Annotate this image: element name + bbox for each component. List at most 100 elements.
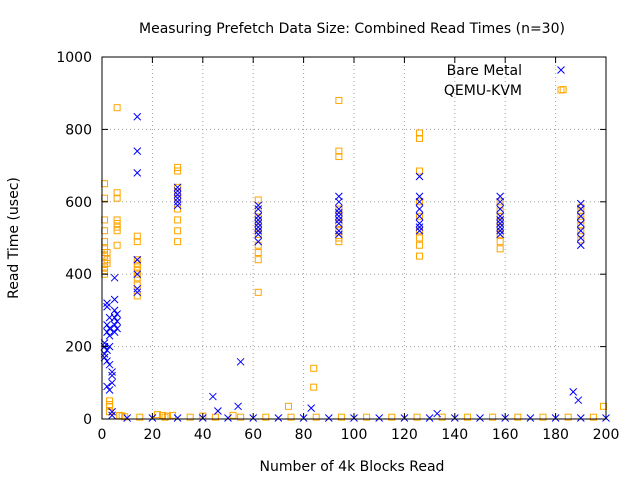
x-tick-label: 100 [341, 427, 368, 443]
data-point-bare-metal [576, 205, 585, 213]
data-point-qemu-kvm [577, 207, 585, 215]
data-point-bare-metal [103, 346, 111, 355]
data-point-bare-metal [110, 321, 119, 329]
data-point-bare-metal [415, 223, 424, 231]
data-point-bare-metal [105, 386, 114, 394]
data-point-qemu-kvm [103, 256, 111, 264]
data-point-qemu-kvm [496, 238, 504, 246]
points-layer [100, 86, 610, 422]
data-point-qemu-kvm [254, 207, 262, 215]
x-tick-label: 200 [593, 427, 620, 443]
data-point-qemu-kvm [174, 189, 182, 197]
data-point-qemu-kvm [496, 207, 504, 215]
data-point-bare-metal [574, 396, 583, 405]
data-point-qemu-kvm [133, 238, 141, 246]
data-point-bare-metal [576, 234, 585, 242]
data-point-bare-metal [108, 411, 116, 420]
data-point-qemu-kvm [335, 153, 343, 161]
data-point-bare-metal [110, 273, 119, 282]
data-point-bare-metal [569, 387, 578, 396]
data-point-bare-metal [173, 187, 182, 195]
legend-marker-symbol [557, 86, 565, 94]
data-point-bare-metal [433, 409, 442, 418]
data-point-bare-metal [335, 226, 343, 235]
data-point-bare-metal [236, 357, 245, 366]
data-point-bare-metal [173, 414, 182, 422]
data-point-bare-metal [133, 284, 142, 293]
x-tick-label: 40 [194, 427, 212, 443]
data-point-qemu-kvm [577, 227, 585, 235]
data-point-qemu-kvm [539, 413, 547, 421]
data-point-bare-metal [173, 183, 182, 192]
data-point-qemu-kvm [335, 238, 343, 246]
data-point-bare-metal [209, 392, 217, 401]
legend-marker-bare-metal [557, 66, 565, 74]
data-point-qemu-kvm [388, 413, 396, 421]
data-point-bare-metal [576, 226, 585, 235]
data-point-qemu-kvm [161, 413, 169, 421]
data-point-qemu-kvm [577, 236, 585, 244]
data-point-bare-metal [133, 147, 142, 155]
data-point-bare-metal [234, 402, 242, 411]
data-point-bare-metal [254, 223, 263, 231]
data-point-qemu-kvm [514, 413, 522, 421]
data-point-qemu-kvm [416, 252, 424, 260]
data-point-qemu-kvm [416, 198, 424, 206]
data-point-qemu-kvm [335, 147, 343, 155]
data-point-bare-metal [496, 230, 505, 239]
y-tick-label: 0 [83, 412, 92, 428]
x-tick-label: 20 [143, 427, 161, 443]
data-point-qemu-kvm [174, 227, 182, 235]
data-point-bare-metal [576, 199, 585, 208]
data-point-qemu-kvm [153, 411, 161, 419]
data-point-qemu-kvm [489, 413, 497, 421]
data-point-qemu-kvm [174, 167, 182, 175]
legend-label-bare-metal: Bare Metal [447, 63, 522, 79]
y-tick-label: 800 [65, 122, 92, 138]
data-point-bare-metal [173, 201, 182, 210]
data-point-bare-metal [576, 241, 585, 250]
data-point-qemu-kvm [310, 364, 318, 372]
data-point-bare-metal [254, 219, 263, 228]
data-point-qemu-kvm [136, 413, 144, 421]
data-point-bare-metal [133, 112, 142, 121]
chart-title: Measuring Prefetch Data Size: Combined R… [139, 21, 565, 37]
data-point-qemu-kvm [496, 245, 504, 253]
data-point-bare-metal [576, 212, 585, 221]
x-axis-title: Number of 4k Blocks Read [260, 459, 445, 475]
data-point-qemu-kvm [363, 413, 371, 421]
data-point-qemu-kvm [438, 413, 446, 421]
data-point-bare-metal [254, 201, 263, 210]
data-point-bare-metal [113, 324, 121, 333]
data-point-bare-metal [173, 197, 182, 206]
data-point-bare-metal [496, 205, 505, 213]
data-point-qemu-kvm [413, 413, 421, 421]
x-tick-label: 0 [98, 427, 107, 443]
data-point-qemu-kvm [186, 413, 194, 421]
data-point-qemu-kvm [287, 413, 295, 421]
data-point-qemu-kvm [310, 383, 318, 391]
x-tick-label: 180 [542, 427, 569, 443]
data-point-qemu-kvm [113, 189, 121, 197]
legend-marker-qemu-kvm [557, 86, 565, 94]
y-tick-label: 1000 [56, 50, 92, 66]
data-point-bare-metal [108, 368, 116, 376]
data-point-bare-metal [496, 226, 505, 235]
data-point-bare-metal [415, 212, 424, 221]
data-point-bare-metal [254, 205, 263, 213]
data-point-bare-metal [274, 414, 283, 422]
data-point-qemu-kvm [113, 104, 121, 112]
data-point-qemu-kvm [416, 134, 424, 142]
data-point-qemu-kvm [254, 256, 262, 264]
data-point-bare-metal [110, 295, 119, 304]
data-point-qemu-kvm [416, 129, 424, 137]
data-point-bare-metal [335, 219, 343, 228]
data-point-bare-metal [335, 216, 343, 224]
data-point-qemu-kvm [577, 221, 585, 229]
data-point-qemu-kvm [335, 96, 343, 104]
data-point-bare-metal [425, 414, 434, 422]
data-point-qemu-kvm [133, 232, 141, 240]
x-tick-label: 80 [295, 427, 313, 443]
data-point-qemu-kvm [284, 402, 292, 410]
